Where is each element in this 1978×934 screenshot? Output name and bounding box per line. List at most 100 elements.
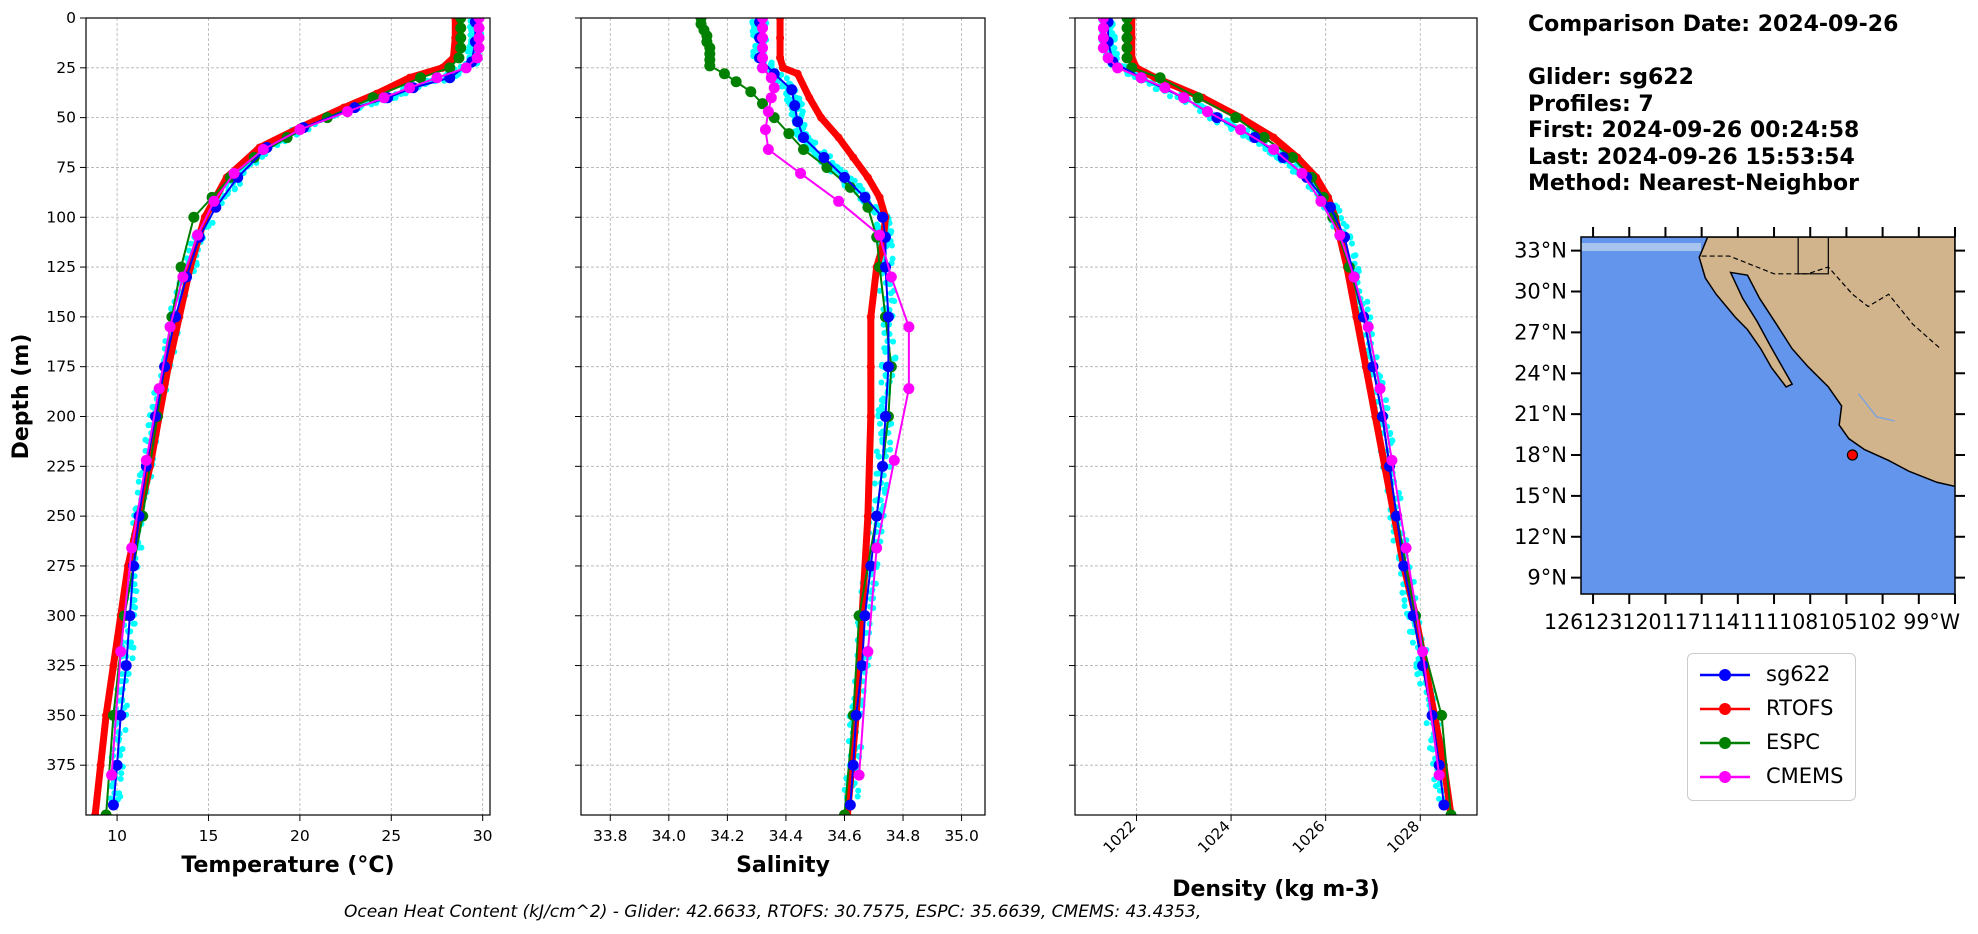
point-cmems — [140, 454, 152, 466]
point-cmems — [431, 72, 443, 84]
raw-glider-point — [890, 355, 897, 362]
raw-glider-point — [1390, 537, 1397, 544]
raw-glider-point — [1399, 589, 1406, 596]
point-cmems — [1097, 32, 1109, 44]
x-tick-label: 1022 — [1100, 817, 1140, 857]
point-cmems — [885, 271, 897, 283]
point-cmems — [903, 383, 915, 395]
profile-count: Profiles: 7 — [1528, 91, 1654, 117]
y-tick-label: 325 — [46, 657, 76, 675]
raw-glider-point — [1417, 680, 1424, 687]
lat-label: 30°N — [1514, 280, 1567, 304]
point-espc — [1154, 72, 1166, 84]
point-rtofs — [405, 73, 414, 82]
point-sg622 — [879, 411, 891, 422]
point-cmems — [757, 52, 769, 64]
last-time: Last: 2024-09-26 15:53:54 — [1528, 144, 1855, 170]
point-espc — [1445, 809, 1457, 815]
point-cmems — [473, 18, 485, 24]
point-sg622 — [856, 660, 868, 672]
point-cmems — [294, 124, 306, 136]
x-tick-label: 34.2 — [710, 827, 745, 845]
lat-label: 15°N — [1514, 484, 1567, 508]
point-espc — [415, 72, 427, 84]
point-cmems — [853, 769, 865, 781]
raw-glider-point — [881, 486, 888, 493]
point-sg622 — [838, 171, 850, 183]
point-sg622 — [847, 759, 859, 771]
x-tick-label: 34.6 — [827, 827, 862, 845]
raw-glider-point — [133, 588, 140, 595]
point-espc — [718, 68, 730, 80]
point-cmems — [757, 18, 769, 24]
raw-glider-point — [128, 644, 135, 651]
point-cmems — [765, 92, 777, 104]
raw-glider-point — [854, 793, 861, 800]
country-border — [1701, 255, 1941, 350]
point-cmems — [1097, 22, 1109, 34]
raw-glider-point — [135, 478, 142, 485]
point-espc — [1287, 151, 1299, 163]
point-cmems — [1112, 62, 1124, 74]
point-cmems — [473, 22, 485, 34]
raw-glider-point — [145, 422, 152, 429]
point-sg622 — [124, 610, 136, 622]
raw-glider-point — [875, 413, 882, 420]
point-cmems — [341, 106, 353, 118]
y-tick-label: 100 — [46, 208, 76, 226]
point-rtofs — [776, 53, 785, 62]
point-sg622 — [882, 311, 894, 323]
point-cmems — [862, 646, 874, 658]
y-tick-label: 200 — [46, 408, 76, 426]
point-espc — [1121, 52, 1133, 64]
series-line-cmems — [1102, 18, 1441, 776]
point-sg622 — [115, 709, 127, 721]
glider-name: Glider: sg622 — [1528, 65, 1694, 90]
y-tick-label: 0 — [66, 9, 76, 27]
x-tick-label: 34.8 — [886, 827, 921, 845]
x-axis-label: Temperature (°C) — [181, 853, 394, 878]
point-espc — [745, 86, 757, 98]
raw-glider-point — [851, 177, 858, 184]
plot-area — [1097, 18, 1457, 815]
raw-glider-point — [855, 787, 862, 794]
legend-swatch — [1700, 669, 1750, 681]
raw-glider-point — [1111, 50, 1118, 57]
raw-glider-point — [121, 704, 128, 711]
point-cmems — [164, 321, 176, 333]
legend-label: CMEMS — [1766, 764, 1844, 788]
raw-glider-point — [119, 745, 126, 752]
point-rtofs — [1269, 133, 1278, 142]
point-espc — [455, 32, 467, 44]
point-cmems — [762, 144, 774, 156]
raw-glider-point — [886, 281, 893, 288]
point-sg622 — [1391, 510, 1403, 522]
raw-glider-point — [859, 186, 866, 193]
point-cmems — [768, 82, 780, 94]
point-cmems — [1102, 52, 1114, 64]
raw-glider-point — [122, 727, 129, 734]
point-cmems — [833, 195, 845, 207]
raw-glider-point — [142, 436, 149, 443]
point-rtofs — [102, 711, 111, 720]
point-cmems — [757, 42, 769, 54]
state-border — [1797, 237, 1829, 275]
point-sg622 — [859, 191, 871, 203]
raw-glider-point — [1167, 93, 1174, 100]
x-tick-label: 1026 — [1289, 817, 1329, 857]
raw-glider-point — [1414, 671, 1421, 678]
y-tick-label: 375 — [46, 756, 76, 774]
y-tick-label: 150 — [46, 308, 76, 326]
x-tick-label: 30 — [473, 827, 493, 845]
point-sg622 — [133, 510, 145, 522]
raw-glider-point — [886, 463, 893, 470]
point-cmems — [871, 542, 883, 554]
point-cmems — [471, 52, 483, 64]
raw-glider-point — [1382, 397, 1389, 404]
y-tick-label: 25 — [56, 59, 76, 77]
shelf — [1581, 243, 1701, 251]
glider-location-marker — [1846, 449, 1859, 461]
raw-glider-point — [187, 240, 194, 247]
raw-glider-point — [109, 783, 116, 790]
